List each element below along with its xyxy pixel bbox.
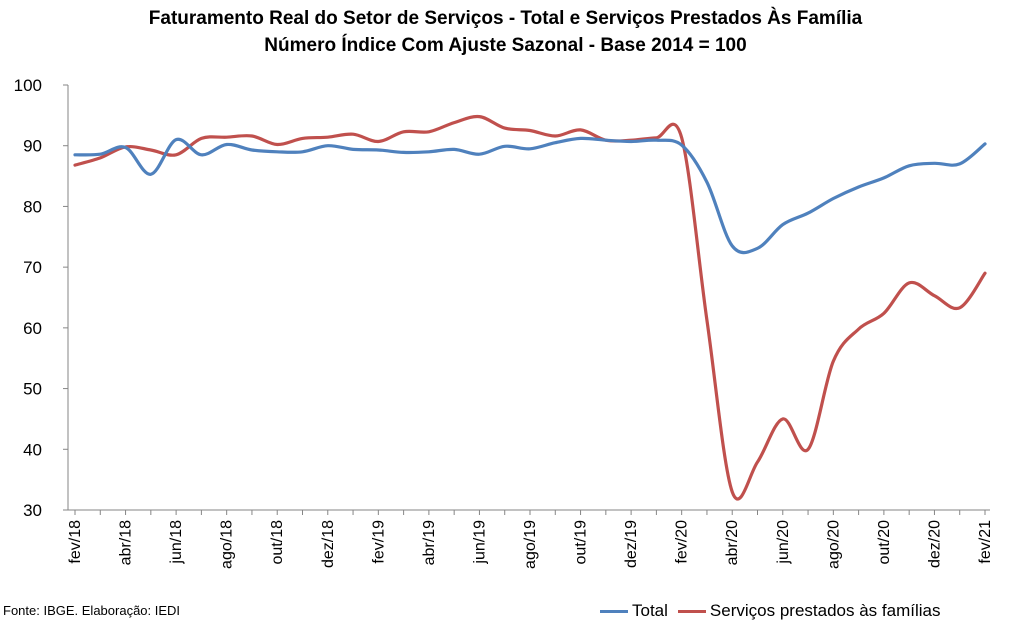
x-tick-label: out/19	[573, 520, 590, 565]
line-chart: 30 40 50 60 70 80 90 100 fev/18 abr/18 jun/18 ago/…	[14, 76, 994, 569]
chart-subtitle: Número Índice Com Ajuste Sazonal - Base …	[264, 35, 747, 56]
y-tick-label: 80	[23, 197, 42, 216]
x-tick-label: fev/21	[977, 520, 994, 564]
legend-swatch-familias	[677, 609, 706, 613]
series-line-familias	[73, 114, 987, 501]
legend-label-total: Total	[632, 601, 668, 620]
x-tick-label: abr/20	[724, 520, 741, 565]
y-tick-label: 90	[23, 137, 42, 156]
axes	[67, 85, 990, 511]
y-tick-label: 70	[23, 258, 42, 277]
x-tick-label: jun/19	[471, 520, 488, 565]
x-tick-label: jun/20	[775, 520, 792, 565]
x-tick-label: dez/20	[926, 520, 943, 568]
x-tick-label: ago/20	[825, 520, 842, 569]
source-note: Fonte: IBGE. Elaboração: IEDI	[3, 603, 181, 618]
x-axis-ticks: fev/18 abr/18 jun/18 ago/18 out/18 dez/18 fev/…	[67, 510, 994, 569]
chart-title: Faturamento Real do Setor de Serviços - …	[148, 8, 863, 29]
legend-swatch-total	[600, 609, 628, 613]
y-axis-ticks: 30 40 50 60 70 80 90 100	[14, 76, 68, 520]
x-tick-label: jun/18	[168, 520, 185, 565]
y-tick-label: 60	[23, 319, 42, 338]
x-tick-label: ago/18	[219, 520, 236, 569]
y-tick-label: 40	[23, 440, 42, 459]
legend: Total Serviços prestados às famílias	[600, 601, 950, 621]
x-tick-label: ago/19	[522, 520, 539, 569]
x-tick-label: dez/18	[320, 520, 337, 568]
legend-label-familias: Serviços prestados às famílias	[709, 601, 941, 620]
legend-item-familias: Serviços prestados às famílias	[677, 601, 941, 621]
y-tick-label: 50	[23, 380, 42, 399]
series-line-total	[73, 136, 987, 255]
x-tick-label: fev/19	[370, 520, 387, 564]
x-tick-label: out/18	[269, 520, 286, 565]
x-tick-label: dez/19	[623, 520, 640, 568]
x-tick-label: abr/18	[118, 520, 135, 565]
x-tick-label: out/20	[876, 520, 893, 565]
y-tick-label: 30	[23, 501, 42, 520]
series-lines	[73, 114, 987, 501]
y-tick-label: 100	[14, 76, 42, 95]
x-tick-label: fev/18	[67, 520, 84, 564]
x-tick-label: fev/20	[674, 520, 691, 564]
legend-item-total: Total	[600, 601, 668, 621]
x-tick-label: abr/19	[421, 520, 438, 565]
